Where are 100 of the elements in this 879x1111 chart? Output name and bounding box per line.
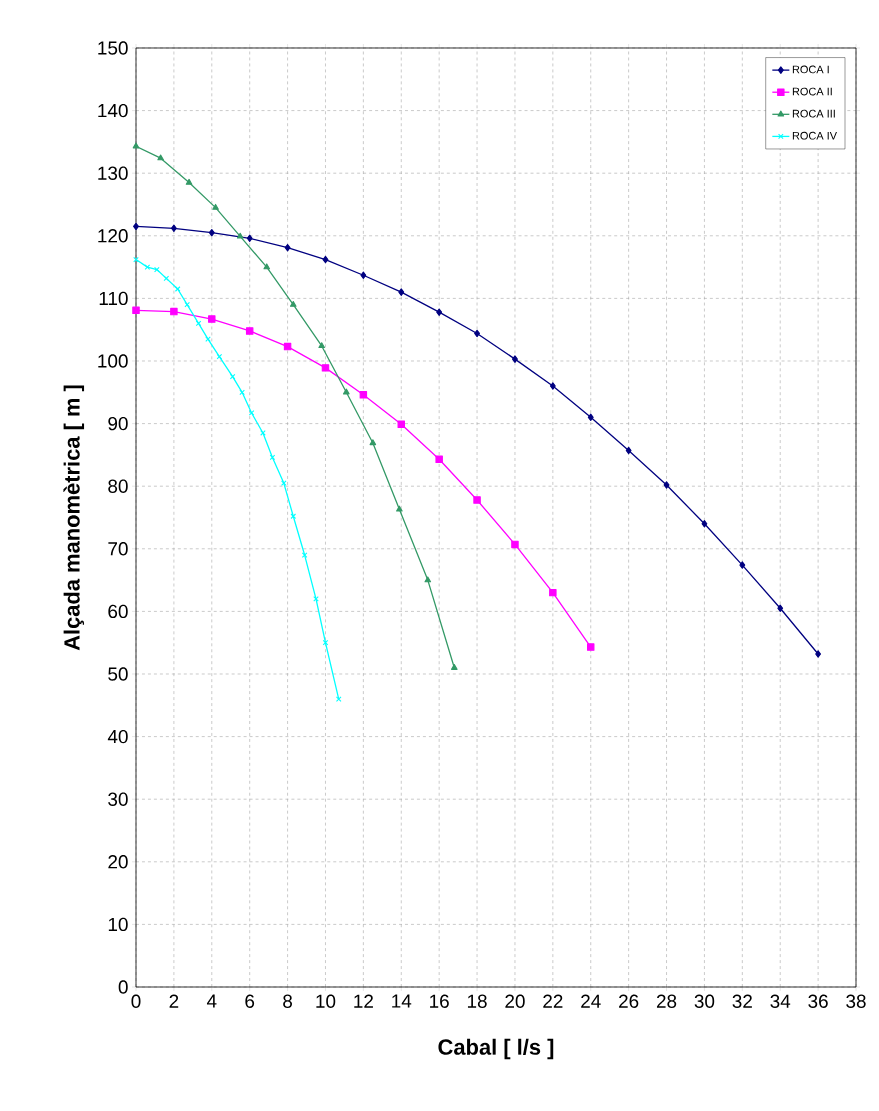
point — [473, 496, 481, 504]
y-tick-label: 80 — [108, 479, 128, 493]
point — [436, 308, 443, 316]
point — [289, 300, 297, 307]
x-tick-label: 36 — [808, 994, 828, 1008]
x-tick-label: 22 — [543, 994, 563, 1008]
point — [263, 263, 271, 270]
point — [246, 234, 253, 243]
y-tick-label: 40 — [107, 729, 128, 744]
point — [229, 373, 236, 380]
x-tick-label: 28 — [656, 994, 677, 1008]
point — [144, 264, 151, 270]
point — [343, 388, 350, 395]
point — [424, 576, 432, 583]
x-tick-label: 8 — [283, 994, 293, 1008]
x-tick-label: 0 — [131, 994, 141, 1008]
y-tick-label: 70 — [108, 542, 128, 556]
point — [208, 315, 216, 323]
y-axis-title: Alçada manomètrica [ m ] — [63, 385, 85, 651]
point — [290, 513, 297, 520]
point — [322, 255, 329, 264]
point — [239, 389, 245, 396]
point — [396, 505, 403, 512]
legend-label: ROCA II — [792, 87, 832, 96]
point — [359, 391, 368, 399]
point — [739, 561, 746, 569]
point — [195, 320, 202, 327]
point — [321, 364, 330, 372]
x-tick-label: 14 — [392, 994, 412, 1008]
point — [174, 286, 181, 292]
point — [170, 307, 178, 316]
y-tick-label: 20 — [108, 855, 128, 869]
point — [185, 178, 193, 185]
point — [549, 382, 556, 390]
x-tick-label: 18 — [467, 994, 487, 1008]
x-tick-label: 30 — [694, 994, 715, 1008]
legend-label: ROCA I — [792, 65, 829, 74]
y-tick-label: 90 — [108, 416, 128, 431]
point — [369, 439, 377, 446]
legend-label: ROCA III — [792, 109, 835, 118]
x-tick-label: 4 — [206, 994, 217, 1008]
y-tick-label: 150 — [98, 41, 128, 55]
point — [216, 353, 223, 360]
x-tick-label: 38 — [846, 994, 866, 1008]
point — [587, 413, 594, 422]
point — [208, 228, 215, 237]
y-tick-label: 130 — [98, 166, 128, 180]
point — [587, 643, 595, 651]
point — [248, 410, 255, 416]
point — [313, 596, 319, 602]
point — [397, 420, 406, 428]
point — [301, 552, 308, 558]
point — [245, 327, 254, 335]
point — [154, 266, 160, 273]
point — [284, 243, 291, 252]
x-tick-label: 20 — [505, 994, 525, 1008]
point — [170, 224, 177, 233]
point — [157, 154, 164, 161]
y-tick-label: 60 — [108, 604, 128, 619]
point — [322, 639, 329, 646]
point — [777, 604, 784, 612]
point — [511, 540, 519, 549]
point — [335, 696, 342, 702]
point — [625, 446, 632, 455]
y-tick-label: 0 — [118, 980, 128, 994]
point — [133, 256, 139, 263]
point — [212, 203, 219, 210]
y-tick-label: 30 — [108, 792, 128, 806]
point — [360, 271, 367, 279]
point — [663, 481, 670, 489]
point — [512, 355, 518, 363]
x-axis-title: Cabal [ l/s ] — [438, 1038, 554, 1060]
point — [280, 480, 287, 486]
y-tick-label: 110 — [99, 291, 128, 306]
point — [435, 455, 443, 464]
x-tick-label: 12 — [354, 994, 373, 1008]
point — [451, 664, 458, 670]
x-tick-label: 26 — [619, 994, 639, 1008]
point — [815, 650, 822, 658]
y-tick-label: 100 — [98, 354, 128, 368]
x-tick-label: 34 — [770, 994, 791, 1008]
y-tick-label: 50 — [108, 667, 128, 681]
point — [163, 275, 170, 282]
x-tick-label: 32 — [732, 994, 752, 1008]
point — [236, 232, 244, 239]
y-tick-label: 140 — [98, 103, 128, 118]
point — [132, 142, 140, 149]
point — [549, 588, 557, 597]
x-tick-label: 24 — [581, 994, 601, 1008]
point — [318, 342, 325, 349]
point — [184, 301, 190, 308]
x-tick-label: 10 — [316, 994, 336, 1008]
point — [398, 288, 405, 296]
x-tick-label: 16 — [430, 994, 449, 1008]
y-tick-label: 10 — [108, 917, 128, 932]
point — [132, 306, 140, 315]
x-tick-label: 2 — [169, 994, 179, 1008]
x-tick-label: 6 — [245, 994, 255, 1008]
point — [269, 454, 276, 461]
y-tick-label: 120 — [98, 229, 128, 243]
